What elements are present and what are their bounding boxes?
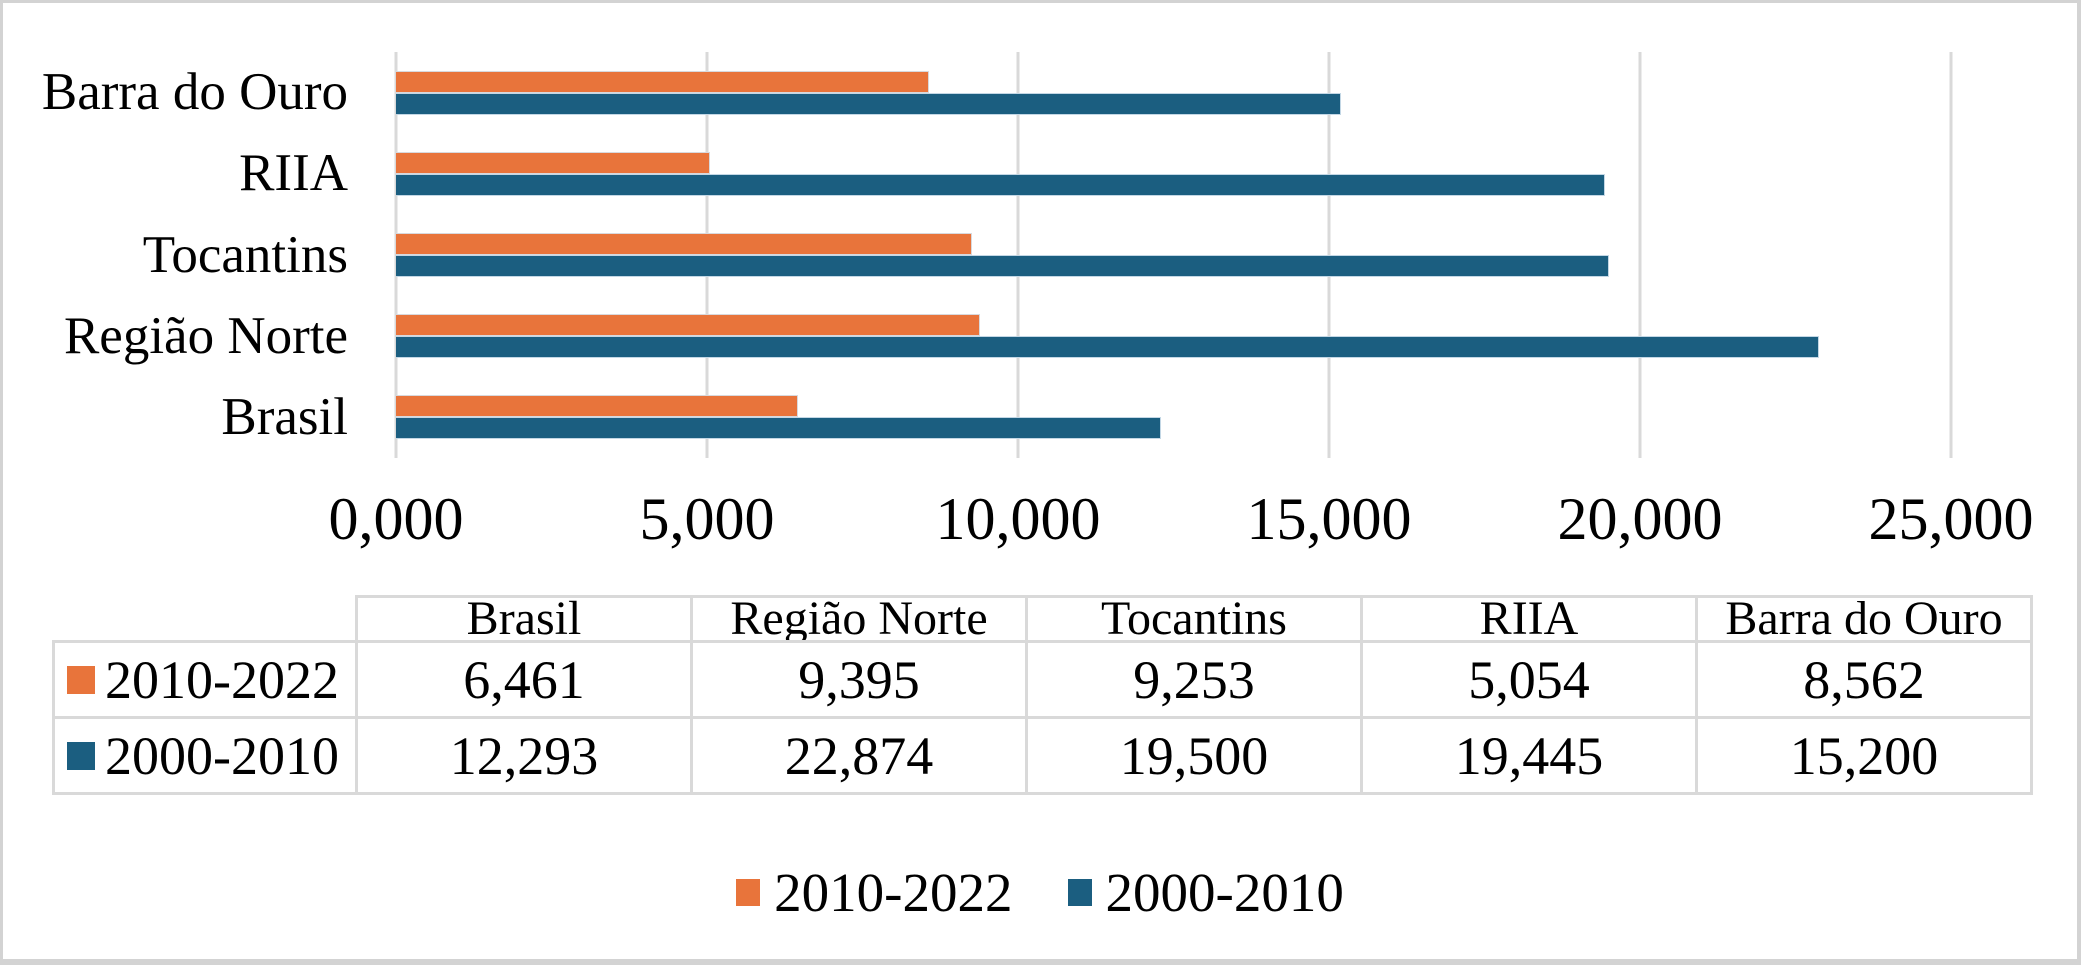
legend-item-label: 2000-2010 (1105, 861, 1344, 923)
table-row-label: 2010-2022 (52, 643, 358, 719)
bar-chart: Barra do Ouro RIIA Tocantins Região Norte Br… (3, 52, 2077, 458)
table-corner-cell (52, 595, 358, 643)
plot-area (394, 52, 1953, 458)
axis-tick-label: 25,000 (1868, 486, 2034, 552)
bar-2010-2022 (396, 395, 798, 418)
bar-group (396, 52, 1951, 133)
legend-item-label: 2010-2022 (774, 861, 1013, 923)
legend-item: 2010-2022 (736, 861, 1013, 923)
data-table: Brasil Região Norte Tocantins RIIA Barra do … (52, 595, 2033, 795)
series-swatch-icon (67, 741, 95, 770)
table-value-cell: 15,200 (1698, 719, 2033, 795)
value-axis: 0,000 5,000 10,000 15,000 20,000 25,000 (329, 486, 2034, 552)
legend-item: 2000-2010 (1067, 861, 1344, 923)
table-value-cell: 9,395 (693, 643, 1028, 719)
bar-2010-2022 (396, 233, 972, 255)
category-label: Barra do Ouro (41, 63, 348, 122)
axis-tick-label: 0,000 (328, 486, 464, 552)
bar-group (396, 377, 1951, 458)
table-value-cell: 6,461 (358, 643, 693, 719)
bar-2010-2022 (396, 314, 981, 337)
table-value-cell: 5,054 (1363, 643, 1698, 719)
gridline (1638, 52, 1642, 458)
table-column-header: Barra do Ouro (1698, 595, 2033, 643)
bar-group (396, 214, 1951, 295)
category-label: Tocantins (142, 225, 348, 284)
table-row-label-text: 2010-2022 (105, 649, 339, 710)
bar-2010-2022 (396, 151, 711, 174)
bar-group (396, 133, 1951, 214)
axis-tick-label: 5,000 (639, 486, 775, 552)
category-label: RIIA (239, 144, 348, 203)
axis-tick-label: 15,000 (1246, 486, 1412, 552)
plot-rows (396, 52, 1951, 458)
legend: 2010-2022 2000-2010 (3, 861, 2077, 923)
axis-tick-label: 10,000 (935, 486, 1101, 552)
table-value-cell: 9,253 (1028, 643, 1363, 719)
bar-2000-2010 (396, 92, 1342, 115)
series-swatch-icon (67, 665, 95, 694)
axis-tick-label: 20,000 (1557, 486, 1723, 552)
bar-group (396, 296, 1951, 377)
category-axis-labels: Barra do Ouro RIIA Tocantins Região Norte Br… (3, 52, 396, 458)
bar-2000-2010 (396, 255, 1609, 277)
bar-2000-2010 (396, 336, 1819, 359)
table-column-header: RIIA (1363, 595, 1698, 643)
legend-swatch-icon (1067, 878, 1092, 906)
table-row-label: 2000-2010 (52, 719, 358, 795)
bar-2000-2010 (396, 173, 1606, 196)
gridline (1949, 52, 1953, 458)
table-row-label-text: 2000-2010 (105, 725, 339, 786)
category-label: Região Norte (63, 306, 348, 365)
table-column-header: Brasil (358, 595, 693, 643)
bar-2000-2010 (396, 417, 1161, 440)
bar-2010-2022 (396, 70, 929, 93)
legend-swatch-icon (736, 878, 761, 906)
table-column-header: Região Norte (693, 595, 1028, 643)
category-label: Brasil (221, 387, 348, 446)
table-value-cell: 8,562 (1698, 643, 2033, 719)
table-value-cell: 22,874 (693, 719, 1028, 795)
table-column-header: Tocantins (1028, 595, 1363, 643)
table-value-cell: 12,293 (358, 719, 693, 795)
table-value-cell: 19,445 (1363, 719, 1698, 795)
table-value-cell: 19,500 (1028, 719, 1363, 795)
